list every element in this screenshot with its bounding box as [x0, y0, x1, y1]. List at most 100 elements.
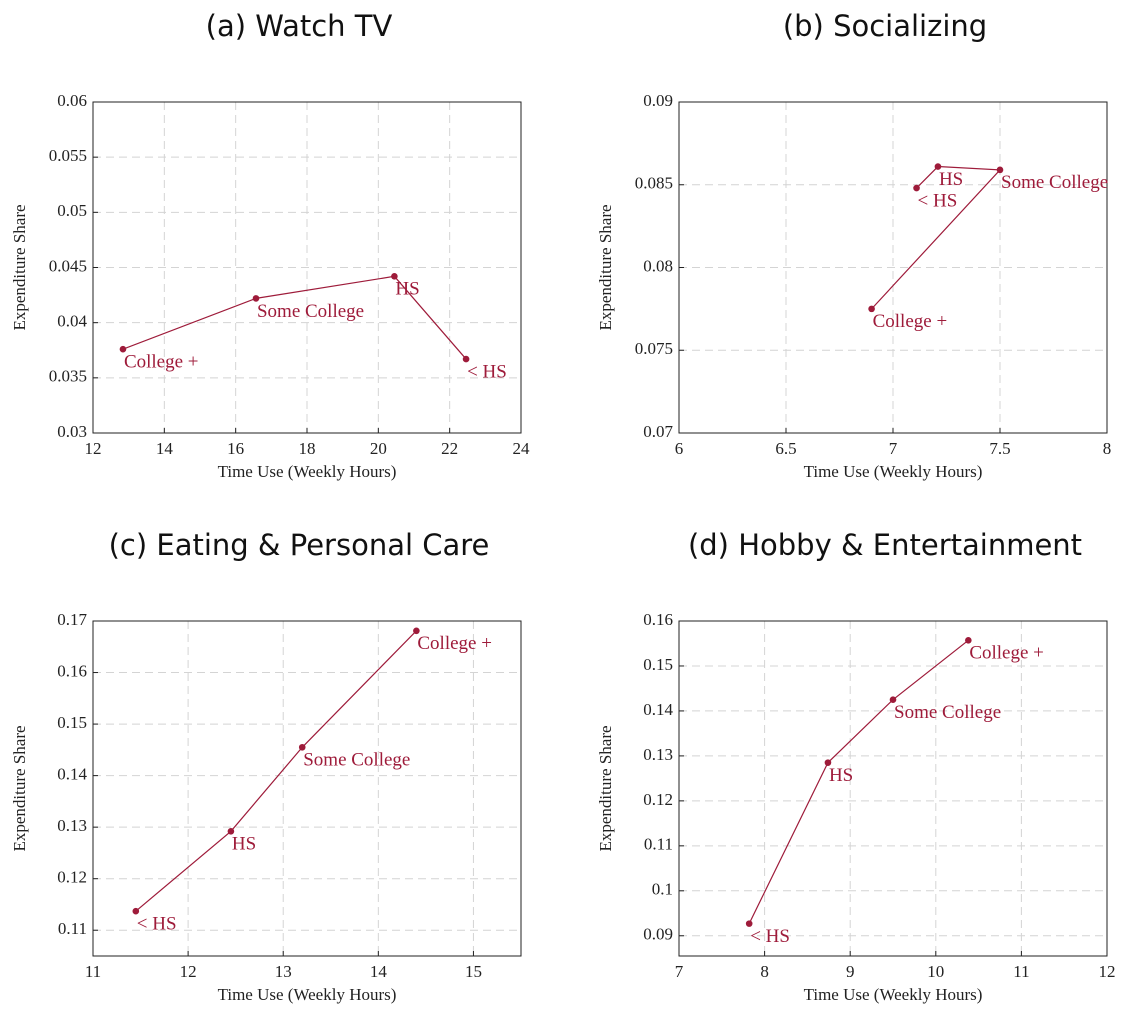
point-label: Some College — [257, 301, 364, 322]
subplot-title: (c) Eating & Personal Care — [109, 528, 490, 562]
y-tick-label: 0.1 — [652, 880, 673, 899]
data-line — [122, 275, 467, 360]
data-point — [996, 166, 1004, 174]
y-tick-label: 0.085 — [635, 174, 673, 193]
y-axis-label: Expenditure Share — [10, 204, 29, 330]
point-label: < HS — [137, 914, 177, 935]
axes-box — [92, 101, 522, 434]
axes-box — [678, 620, 1108, 957]
data-point — [934, 163, 942, 170]
point-label: College + — [417, 633, 492, 654]
y-tick-label: 0.035 — [49, 367, 87, 386]
point-label: College + — [969, 643, 1044, 664]
y-axis-label: Expenditure Share — [10, 725, 29, 851]
data-line — [135, 630, 417, 912]
point-label: HS — [939, 169, 963, 190]
data-point — [889, 696, 897, 703]
x-tick-label: 15 — [465, 962, 482, 981]
y-tick-label: 0.09 — [643, 91, 673, 110]
data-line — [748, 639, 969, 924]
x-tick-label: 7.5 — [989, 439, 1010, 458]
axes-box — [678, 101, 1108, 434]
y-tick-label: 0.17 — [57, 610, 87, 629]
y-tick-label: 0.14 — [57, 765, 87, 784]
data-point — [462, 355, 470, 363]
point-label: College + — [124, 352, 199, 373]
x-tick-label: 6 — [675, 439, 684, 458]
x-tick-label: 9 — [846, 962, 855, 981]
x-tick-label: 16 — [227, 439, 244, 458]
x-axis-label: Time Use (Weekly Hours) — [804, 985, 983, 1004]
x-tick-label: 13 — [275, 962, 292, 981]
data-point — [391, 273, 398, 280]
x-tick-label: 20 — [370, 439, 387, 458]
point-label: College + — [873, 311, 948, 332]
y-tick-label: 0.14 — [643, 700, 673, 719]
y-axis-label: Expenditure Share — [596, 204, 615, 330]
data-point — [913, 184, 920, 192]
x-tick-label: 12 — [1099, 962, 1116, 981]
point-label: HS — [829, 765, 853, 786]
x-tick-label: 24 — [513, 439, 531, 458]
x-tick-label: 8 — [760, 962, 769, 981]
x-tick-label: 7 — [889, 439, 898, 458]
y-tick-label: 0.15 — [57, 713, 87, 732]
data-point — [119, 345, 127, 353]
point-label: Some College — [894, 702, 1001, 723]
y-axis-label: Expenditure Share — [596, 725, 615, 851]
y-tick-label: 0.03 — [57, 422, 87, 441]
x-tick-label: 12 — [180, 962, 197, 981]
data-point — [413, 627, 420, 635]
data-point — [298, 743, 306, 751]
point-label: HS — [232, 834, 256, 855]
y-tick-label: 0.045 — [49, 256, 87, 275]
x-tick-label: 11 — [85, 962, 101, 981]
x-tick-label: 11 — [1013, 962, 1029, 981]
x-tick-label: 18 — [299, 439, 316, 458]
subplot-title: (d) Hobby & Entertainment — [688, 528, 1082, 562]
data-line — [871, 165, 1002, 310]
x-tick-label: 12 — [85, 439, 102, 458]
x-tick-label: 7 — [675, 962, 684, 981]
y-tick-label: 0.07 — [643, 422, 673, 441]
x-tick-label: 22 — [441, 439, 458, 458]
data-point — [868, 305, 875, 313]
x-axis-label: Time Use (Weekly Hours) — [218, 985, 397, 1004]
y-tick-label: 0.05 — [57, 201, 87, 220]
x-tick-label: 14 — [156, 439, 174, 458]
data-point — [965, 637, 972, 644]
data-point — [824, 759, 832, 766]
x-tick-label: 10 — [927, 962, 944, 981]
axes-box — [92, 620, 522, 957]
y-tick-label: 0.08 — [643, 256, 673, 275]
y-tick-label: 0.12 — [643, 790, 673, 809]
y-tick-label: 0.13 — [643, 745, 673, 764]
y-tick-label: 0.13 — [57, 816, 87, 835]
y-tick-label: 0.055 — [49, 146, 87, 165]
x-axis-label: Time Use (Weekly Hours) — [804, 462, 983, 481]
point-label: Some College — [1001, 172, 1108, 193]
y-tick-label: 0.16 — [57, 661, 87, 680]
x-tick-label: 8 — [1103, 439, 1112, 458]
data-point — [745, 920, 753, 927]
x-axis-label: Time Use (Weekly Hours) — [218, 462, 397, 481]
point-label: < HS — [918, 190, 958, 211]
y-tick-label: 0.09 — [643, 925, 673, 944]
x-tick-label: 6.5 — [775, 439, 796, 458]
point-label: Some College — [303, 750, 410, 771]
y-tick-label: 0.11 — [58, 919, 87, 938]
y-tick-label: 0.11 — [644, 835, 673, 854]
data-point — [252, 295, 260, 302]
point-label: HS — [395, 279, 419, 300]
y-tick-label: 0.04 — [57, 312, 87, 331]
subplot-title: (a) Watch TV — [206, 9, 393, 43]
point-label: < HS — [750, 926, 790, 947]
data-point — [227, 827, 235, 835]
data-point — [132, 907, 140, 915]
y-tick-label: 0.15 — [643, 655, 673, 674]
point-label: < HS — [467, 361, 507, 382]
y-tick-label: 0.06 — [57, 91, 87, 110]
y-tick-label: 0.12 — [57, 868, 87, 887]
y-tick-label: 0.075 — [635, 339, 673, 358]
